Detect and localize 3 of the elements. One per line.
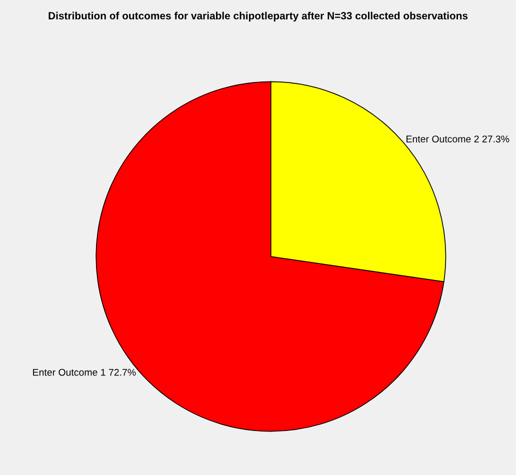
slice-label: Enter Outcome 2 27.3%: [406, 136, 510, 142]
slice-label: Enter Outcome 1 72.7%: [33, 368, 136, 376]
chart-title: Distribution of outcomes for variable chipotleparty after N=33 collected observations: [48, 12, 468, 22]
